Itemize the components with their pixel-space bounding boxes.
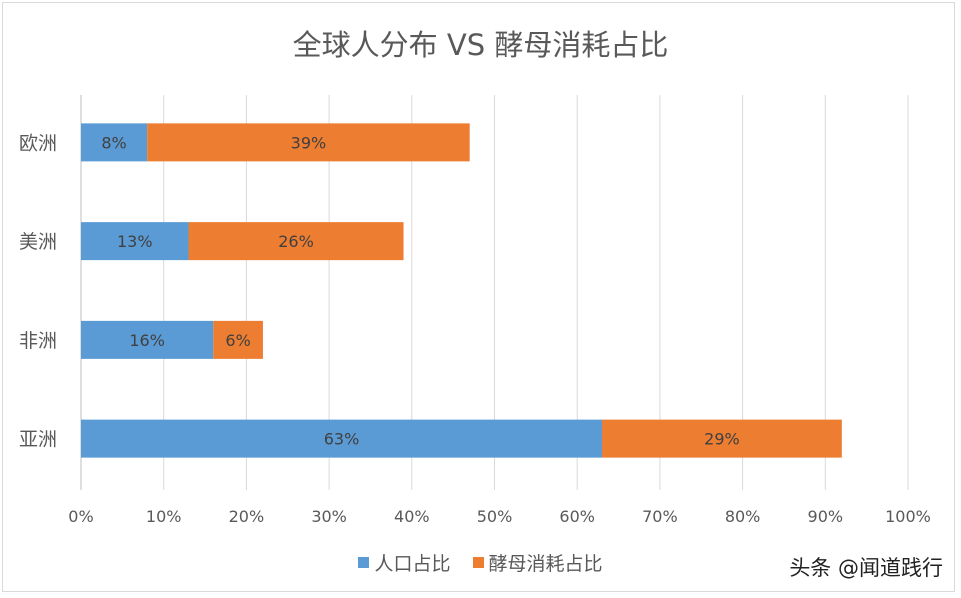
legend-label: 人口占比 [374, 553, 451, 575]
data-label: 6% [225, 331, 250, 350]
x-tick-label: 20% [229, 507, 265, 526]
bar-segment [81, 320, 214, 359]
data-label: 13% [117, 232, 153, 251]
bar-segment [188, 222, 404, 261]
data-label: 16% [129, 331, 165, 350]
data-label: 63% [324, 430, 360, 449]
x-tick-label: 10% [146, 507, 182, 526]
category-label: 亚洲 [19, 429, 57, 451]
x-tick-label: 70% [642, 507, 678, 526]
bar-segment [147, 123, 470, 162]
data-label: 26% [278, 232, 314, 251]
bar-segment [602, 419, 842, 458]
legend-item-population: 人口占比 [358, 549, 450, 576]
watermark: 头条 @闻道践行 [789, 556, 943, 580]
bar-segment [81, 419, 603, 458]
x-tick-label: 60% [559, 507, 595, 526]
x-tick-label: 0% [68, 507, 93, 526]
x-tick-label: 90% [808, 507, 844, 526]
category-label: 非洲 [19, 330, 57, 352]
x-tick-label: 40% [394, 507, 430, 526]
x-tick-label: 50% [477, 507, 513, 526]
chart-title: 全球人分布 VS 酵母消耗占比 [292, 28, 669, 62]
chart-frame [2, 2, 955, 592]
data-label: 8% [101, 133, 126, 152]
category-label: 美洲 [19, 231, 57, 253]
legend: 人口占比 酵母消耗占比 [0, 549, 961, 576]
legend-item-yeast: 酵母消耗占比 [472, 549, 603, 576]
bar-segment [81, 123, 148, 162]
data-label: 39% [291, 133, 327, 152]
legend-swatch [358, 557, 370, 568]
category-label: 欧洲 [19, 132, 57, 154]
legend-label: 酵母消耗占比 [488, 553, 603, 575]
data-label: 29% [704, 430, 740, 449]
bar-segment [213, 320, 263, 359]
legend-swatch [472, 557, 484, 568]
bar-segment [81, 222, 189, 261]
x-tick-label: 100% [885, 507, 931, 526]
x-tick-label: 30% [311, 507, 347, 526]
x-tick-label: 80% [725, 507, 761, 526]
